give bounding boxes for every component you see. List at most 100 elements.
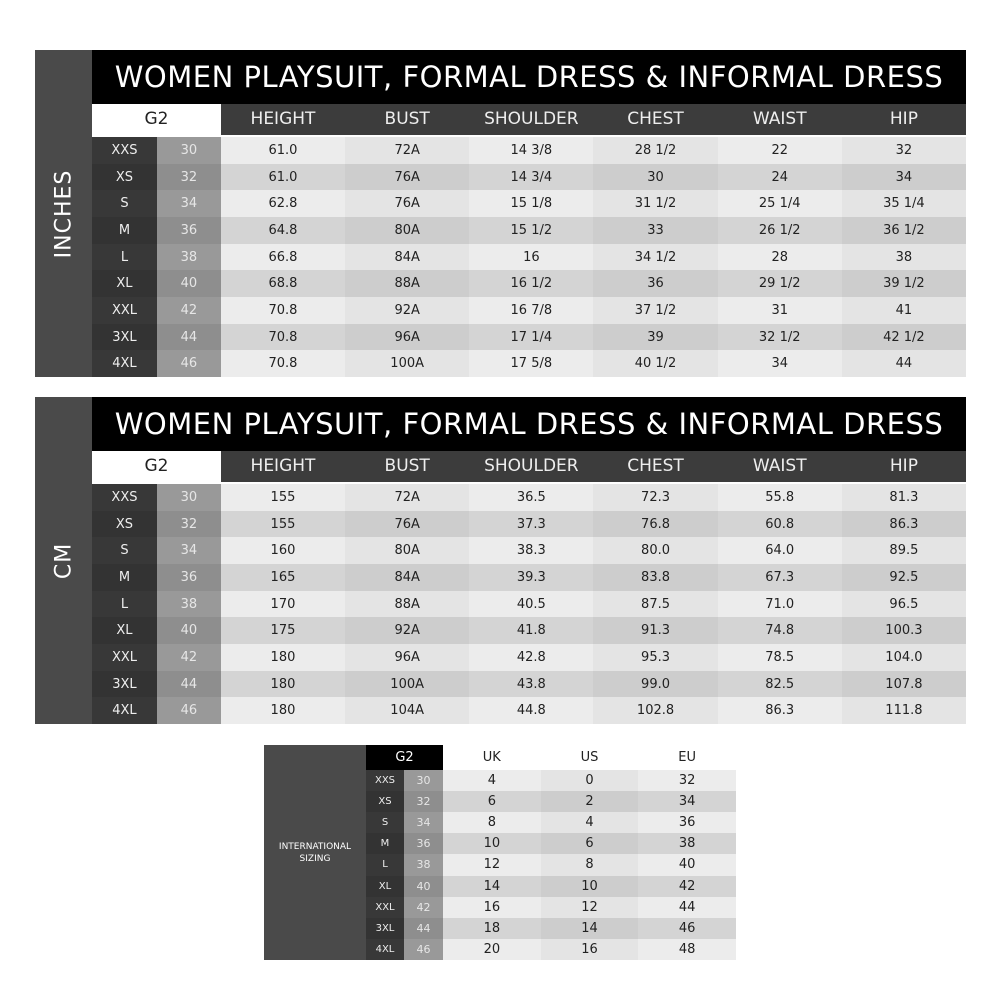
value-cell: 4 bbox=[443, 770, 541, 792]
value-cell: 4 bbox=[540, 812, 639, 834]
value-cell: 72A bbox=[345, 137, 470, 164]
table-row: XXL 42 70.8 92A 16 7/8 37 1/2 31 41 bbox=[92, 297, 966, 324]
size-cell: 3XL bbox=[92, 670, 157, 698]
value-cell: 68.8 bbox=[220, 270, 346, 298]
value-cell: 0 bbox=[540, 770, 639, 792]
size-cell: S bbox=[92, 190, 157, 218]
value-cell: 29 1/2 bbox=[717, 270, 842, 298]
g2-header: G2 bbox=[92, 451, 221, 482]
value-cell: 155 bbox=[220, 510, 346, 538]
column-header: CHEST bbox=[627, 456, 684, 476]
intl-label: INTERNATIONAL SIZING bbox=[278, 841, 352, 864]
value-cell: 28 bbox=[717, 243, 842, 271]
value-cell: 84A bbox=[345, 243, 470, 271]
value-cell: 39 1/2 bbox=[841, 270, 966, 298]
size-table-inches: INCHES WOMEN PLAYSUIT, FORMAL DRESS & INF… bbox=[35, 50, 966, 378]
value-cell: 55.8 bbox=[717, 484, 842, 511]
value-cell: 25 1/4 bbox=[717, 190, 842, 218]
value-cell: 16 bbox=[469, 243, 594, 271]
size-cell: 4XL bbox=[366, 938, 404, 960]
value-cell: 32 bbox=[638, 770, 737, 792]
size-cell: XS bbox=[92, 510, 157, 538]
table-body: XXS 30 61.0 72A 14 3/8 28 1/2 22 32 XS 32 61.0 76A 1… bbox=[92, 137, 966, 378]
value-cell: 74.8 bbox=[717, 617, 842, 645]
value-cell: 72A bbox=[345, 484, 470, 511]
column-header: US bbox=[580, 750, 599, 765]
value-cell: 83.8 bbox=[593, 564, 718, 591]
size-number-cell: 36 bbox=[404, 833, 443, 855]
size-number-cell: 44 bbox=[156, 323, 221, 351]
size-cell: XXS bbox=[92, 484, 157, 511]
table-row: XXS 30 4 0 32 bbox=[366, 770, 737, 792]
value-cell: 16 bbox=[443, 896, 541, 918]
table-row: 4XL 46 20 16 48 bbox=[366, 938, 737, 960]
size-number-cell: 46 bbox=[156, 697, 221, 725]
size-cell: M bbox=[92, 564, 157, 591]
table-row: L 38 170 88A 40.5 87.5 71.0 96.5 bbox=[92, 590, 966, 618]
value-cell: 170 bbox=[220, 590, 346, 618]
value-cell: 92.5 bbox=[841, 564, 966, 591]
value-cell: 8 bbox=[540, 854, 639, 876]
value-cell: 100.3 bbox=[841, 617, 966, 645]
table-row: 4XL 46 70.8 100A 17 5/8 40 1/2 34 44 bbox=[92, 350, 966, 378]
value-cell: 44 bbox=[638, 896, 737, 918]
size-number-cell: 34 bbox=[404, 812, 443, 834]
size-cell: XL bbox=[92, 617, 157, 645]
value-cell: 92A bbox=[345, 617, 470, 645]
value-cell: 62.8 bbox=[220, 190, 346, 218]
size-cell: XS bbox=[92, 163, 157, 191]
table-row: S 34 160 80A 38.3 80.0 64.0 89.5 bbox=[92, 537, 966, 565]
value-cell: 155 bbox=[220, 484, 346, 511]
table-row: 3XL 44 70.8 96A 17 1/4 39 32 1/2 42 1/2 bbox=[92, 323, 966, 351]
value-cell: 80A bbox=[345, 217, 470, 244]
size-cell: XS bbox=[366, 791, 404, 813]
table-row: L 38 12 8 40 bbox=[366, 854, 737, 876]
table-row: 3XL 44 18 14 46 bbox=[366, 917, 737, 939]
size-number-cell: 38 bbox=[156, 590, 221, 618]
value-cell: 175 bbox=[220, 617, 346, 645]
value-cell: 10 bbox=[540, 875, 639, 897]
value-cell: 31 bbox=[717, 297, 842, 324]
value-cell: 17 5/8 bbox=[469, 350, 594, 378]
header-row: G2 HEIGHT BUST SHOULDER CHEST WAIST HIP bbox=[92, 104, 966, 135]
value-cell: 100A bbox=[345, 670, 470, 698]
value-cell: 42.8 bbox=[469, 644, 594, 671]
value-cell: 84A bbox=[345, 564, 470, 591]
value-cell: 16 bbox=[540, 938, 639, 960]
value-cell: 18 bbox=[443, 917, 541, 939]
value-cell: 72.3 bbox=[593, 484, 718, 511]
value-cell: 60.8 bbox=[717, 510, 842, 538]
value-cell: 40.5 bbox=[469, 590, 594, 618]
table-row: S 34 62.8 76A 15 1/8 31 1/2 25 1/4 35 1/4 bbox=[92, 190, 966, 218]
table-row: 4XL 46 180 104A 44.8 102.8 86.3 111.8 bbox=[92, 697, 966, 725]
size-cell: XXL bbox=[92, 297, 157, 324]
table-row: XXL 42 180 96A 42.8 95.3 78.5 104.0 bbox=[92, 644, 966, 671]
size-cell: S bbox=[366, 812, 404, 834]
table-row: XL 40 14 10 42 bbox=[366, 875, 737, 897]
size-number-cell: 30 bbox=[404, 770, 443, 792]
size-cell: XXL bbox=[92, 644, 157, 671]
value-cell: 40 bbox=[638, 854, 737, 876]
value-cell: 31 1/2 bbox=[593, 190, 718, 218]
value-cell: 38 bbox=[841, 243, 966, 271]
value-cell: 36 bbox=[593, 270, 718, 298]
value-cell: 39.3 bbox=[469, 564, 594, 591]
g2-header: G2 bbox=[92, 104, 221, 135]
value-cell: 76A bbox=[345, 190, 470, 218]
size-cell: 3XL bbox=[92, 323, 157, 351]
value-cell: 111.8 bbox=[841, 697, 966, 725]
size-number-cell: 40 bbox=[156, 617, 221, 645]
size-cell: M bbox=[92, 217, 157, 244]
value-cell: 28 1/2 bbox=[593, 137, 718, 164]
size-table-cm: CM WOMEN PLAYSUIT, FORMAL DRESS & INFORMA… bbox=[35, 397, 966, 725]
value-cell: 48 bbox=[638, 938, 737, 960]
size-number-cell: 30 bbox=[156, 484, 221, 511]
table-row: XXS 30 61.0 72A 14 3/8 28 1/2 22 32 bbox=[92, 137, 966, 164]
table-row: XXL 42 16 12 44 bbox=[366, 896, 737, 918]
size-number-cell: 44 bbox=[156, 670, 221, 698]
unit-label-column: INCHES bbox=[35, 50, 92, 377]
table-body: XXS 30 4 0 32 XS 32 6 2 34 S 34 8 4 36 M 36 10 6 38 L 38 12 8 40… bbox=[366, 770, 737, 960]
size-number-cell: 38 bbox=[156, 243, 221, 271]
value-cell: 15 1/8 bbox=[469, 190, 594, 218]
value-cell: 88A bbox=[345, 270, 470, 298]
